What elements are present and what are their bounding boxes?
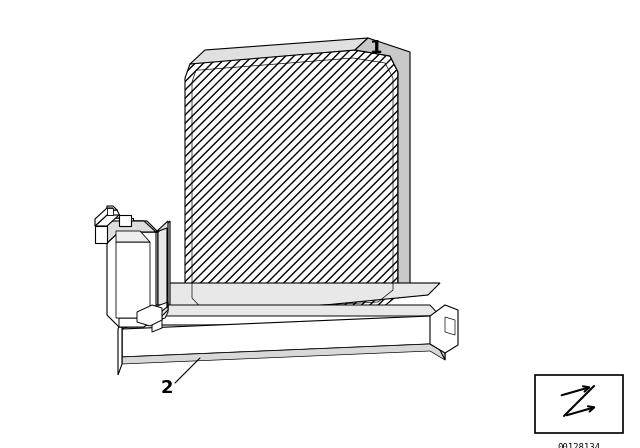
Polygon shape xyxy=(119,221,158,243)
Polygon shape xyxy=(107,206,117,210)
Text: 1: 1 xyxy=(370,39,383,57)
Polygon shape xyxy=(116,242,150,318)
Polygon shape xyxy=(137,305,162,326)
Polygon shape xyxy=(122,316,445,357)
Polygon shape xyxy=(95,208,113,226)
Polygon shape xyxy=(119,313,440,325)
Polygon shape xyxy=(107,208,113,215)
Polygon shape xyxy=(158,221,170,322)
Polygon shape xyxy=(107,210,121,218)
Polygon shape xyxy=(118,318,122,375)
Polygon shape xyxy=(535,375,623,433)
Polygon shape xyxy=(152,302,168,322)
Polygon shape xyxy=(116,231,150,242)
Polygon shape xyxy=(122,305,440,329)
Polygon shape xyxy=(119,215,131,226)
Polygon shape xyxy=(106,221,156,243)
Polygon shape xyxy=(440,305,445,360)
Polygon shape xyxy=(445,317,455,335)
Polygon shape xyxy=(119,232,158,325)
Polygon shape xyxy=(122,344,445,364)
Polygon shape xyxy=(107,232,156,327)
Polygon shape xyxy=(121,218,133,227)
Polygon shape xyxy=(107,218,121,243)
Text: 2: 2 xyxy=(161,379,173,397)
Text: 00128134: 00128134 xyxy=(557,443,600,448)
Polygon shape xyxy=(185,50,398,318)
Polygon shape xyxy=(355,38,410,298)
Polygon shape xyxy=(190,38,368,64)
Polygon shape xyxy=(119,307,156,327)
Polygon shape xyxy=(152,318,162,332)
Polygon shape xyxy=(156,221,168,322)
Polygon shape xyxy=(95,226,107,243)
Polygon shape xyxy=(119,283,440,325)
Polygon shape xyxy=(128,232,153,320)
Polygon shape xyxy=(95,215,119,226)
Polygon shape xyxy=(430,305,458,353)
